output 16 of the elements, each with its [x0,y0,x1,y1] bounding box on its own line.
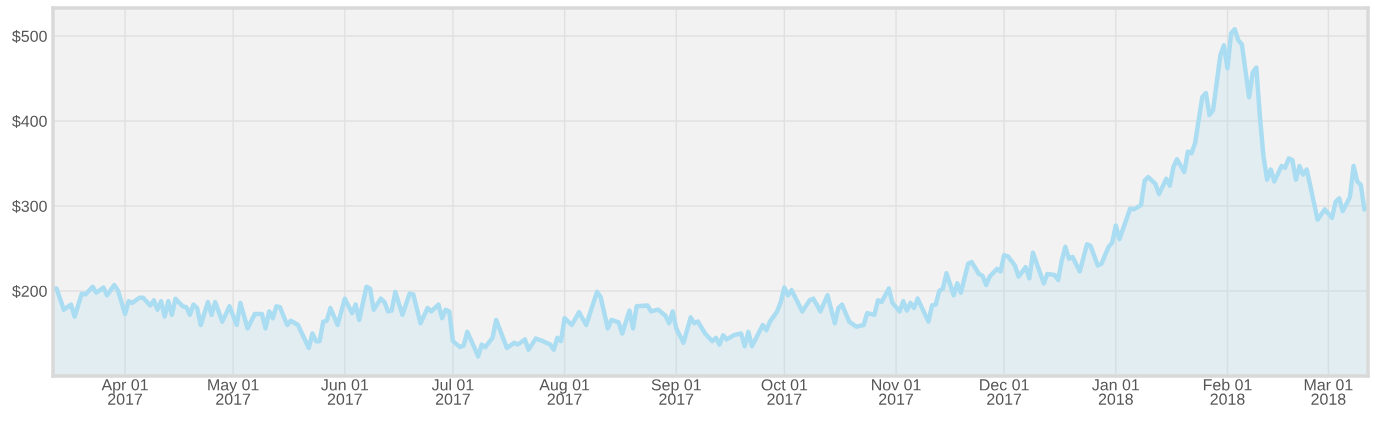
x-tick-label: Dec 01 2017 [980,379,1029,405]
x-tick-label: Sep 01 2017 [651,379,701,405]
y-tick-label: $300 [12,199,47,213]
x-tick-label: Oct 01 2017 [761,379,808,405]
x-tick-label: Aug 01 2017 [539,379,590,405]
x-tick-label: Jun 01 2017 [321,379,369,405]
x-tick-label: May 01 2017 [208,379,259,405]
y-tick-label: $200 [12,284,47,298]
x-tick-label: Jul 01 2017 [431,378,474,405]
x-tick-label: Mar 01 2018 [1304,379,1353,405]
y-tick-label: $400 [12,115,47,128]
x-tick-label: Nov 01 2017 [872,379,921,405]
x-tick-label: Feb 01 2018 [1203,378,1252,405]
x-tick-label: Apr 01 2017 [101,379,148,405]
x-tick-label: Jan 01 2018 [1092,379,1140,405]
y-tick-label: $500 [12,30,47,43]
